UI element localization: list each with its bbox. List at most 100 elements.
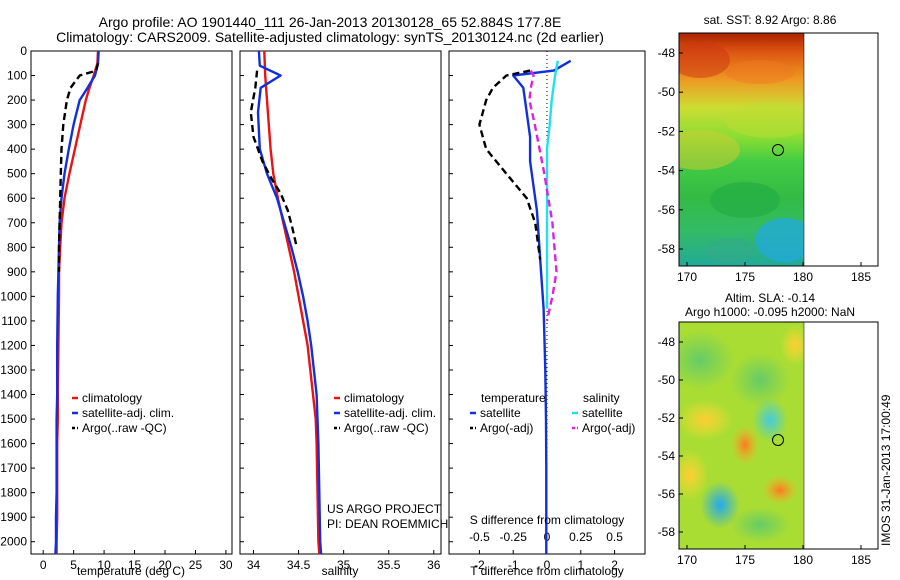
temperature-xlabel: temperature (deg C)	[77, 564, 185, 578]
depth-tick-label: 700	[7, 216, 27, 230]
s-difference-tick-label: -0.5	[469, 530, 490, 544]
latitude-tick-label: -52	[658, 411, 676, 425]
difference-temperature-legend-label: satellite	[480, 406, 521, 420]
salinity-tick-label: 36	[427, 558, 441, 572]
depth-tick-label: 1300	[0, 363, 27, 377]
temperature-tick-label: 10	[97, 558, 111, 572]
difference-legend: temperature salinitysatelliteArgo(-adj)sa…	[470, 391, 635, 435]
longitude-tick-label: 170	[677, 553, 697, 567]
depth-tick-label: 2000	[0, 535, 27, 549]
latitude-tick-label: -56	[658, 487, 676, 501]
sst-map-image	[679, 33, 804, 266]
argo-temperature-line	[57, 63, 100, 272]
depth-tick-label: 1400	[0, 388, 27, 402]
depth-tick-label: 200	[7, 93, 27, 107]
temperature-tick-label: 15	[128, 558, 142, 572]
t-difference-argo-line	[478, 69, 542, 260]
salinity-axes-frame	[239, 50, 442, 555]
depth-tick-label: 400	[7, 142, 27, 156]
sla-map-frame	[678, 321, 879, 550]
sla-map-title-line2: Argo h1000: -0.095 h2000: NaN	[685, 305, 855, 319]
satellite-salinity-line	[256, 50, 323, 555]
latitude-tick-label: -50	[658, 373, 676, 387]
longitude-tick-label: 175	[735, 270, 755, 284]
t-difference-tick-label: 2	[611, 558, 618, 572]
depth-tick-label: 100	[7, 69, 27, 83]
temperature-x-axis: 0 5 10 15 20 25 30	[40, 550, 233, 572]
salinity-legend-label: climatology	[344, 391, 404, 405]
longitude-tick-label: 170	[677, 270, 697, 284]
salinity-series	[249, 50, 323, 555]
longitude-tick-label: 185	[851, 553, 871, 567]
s-difference-argo-line	[528, 70, 558, 322]
longitude-tick-label: 185	[851, 270, 871, 284]
depth-tick-label: 500	[7, 167, 27, 181]
salinity-legend-label: Argo(..raw -QC)	[344, 421, 429, 435]
difference-temperature-legend-label: Argo(-adj)	[480, 421, 533, 435]
difference-salinity-legend-label: Argo(-adj)	[582, 421, 635, 435]
t-difference-tick-label: 1	[577, 558, 584, 572]
salinity-tick-label: 34	[247, 558, 261, 572]
argo-position-marker-sla	[772, 434, 784, 446]
temperature-tick-label: 30	[219, 558, 233, 572]
temperature-legend-label: Argo(..raw -QC)	[82, 421, 167, 435]
salinity-tick-label: 35.5	[377, 558, 401, 572]
difference-salinity-legend-label: satellite	[582, 406, 623, 420]
longitude-tick-label: 175	[735, 553, 755, 567]
salinity-tick-label: 35	[337, 558, 351, 572]
sst-map-lon-axis: 170 175 180 185	[677, 262, 871, 284]
latitude-tick-label: -58	[658, 242, 676, 256]
figure-title-line1: Argo profile: AO 1901440_111 26-Jan-2013…	[98, 14, 562, 30]
temperature-tick-label: 5	[70, 558, 77, 572]
sla-map-image	[679, 322, 804, 549]
s-difference-satellite-line	[545, 60, 559, 309]
temperature-legend-label: climatology	[82, 391, 142, 405]
sla-map-lon-axis: 170 175 180 185	[677, 545, 871, 567]
latitude-tick-label: -54	[658, 449, 676, 463]
latitude-tick-label: -50	[658, 85, 676, 99]
latitude-tick-label: -48	[658, 335, 676, 349]
sla-map-title-line1: Altim. SLA: -0.14	[725, 291, 815, 305]
salinity-legend-label: satellite-adj. clim.	[344, 406, 436, 420]
depth-tick-label: 900	[7, 265, 27, 279]
t-difference-tick-label: 0	[544, 558, 551, 572]
difference-x-axis: -2 -1 0 1 2-0.5 -0.25 0 0.25 0.5	[449, 50, 623, 572]
sla-map-lat-axis: -48 -50 -52 -54 -56 -58	[658, 335, 683, 539]
salinity-x-axis: 34 34.5 35 35.5 36	[240, 50, 441, 572]
difference-panel: -2 -1 0 1 2-0.5 -0.25 0 0.25 0.5 temperature sali…	[448, 50, 646, 578]
temperature-series	[54, 50, 100, 555]
salinity-xlabel: salinity	[322, 564, 359, 578]
sst-map-title: sat. SST: 8.92 Argo: 8.86	[704, 13, 837, 27]
difference-series	[478, 59, 572, 554]
latitude-tick-label: -48	[658, 46, 676, 60]
temperature-legend-label: satellite-adj. clim.	[82, 406, 174, 420]
project-annotation: US ARGO PROJECT	[327, 502, 442, 516]
climatology-salinity-line	[263, 50, 321, 555]
depth-axis: 0 100 200 300 400 500 600 700 800 900 1000 1100 1200…	[0, 44, 35, 549]
salinity-tick-label: 34.5	[287, 558, 311, 572]
salinity-panel: 34 34.5 35 35.5 36 climatologysatellite-adj.…	[239, 50, 448, 578]
temperature-tick-label: 0	[40, 558, 47, 572]
depth-tick-label: 1500	[0, 412, 27, 426]
depth-tick-label: 300	[7, 118, 27, 132]
depth-tick-label: 1800	[0, 486, 27, 500]
s-difference-tick-label: 0.5	[606, 530, 623, 544]
latitude-tick-label: -56	[658, 203, 676, 217]
sst-map-frame	[678, 32, 879, 267]
temperature-tick-label: 25	[189, 558, 203, 572]
depth-tick-label: 1600	[0, 437, 27, 451]
temperature-tick-label: 20	[158, 558, 172, 572]
latitude-tick-label: -58	[658, 525, 676, 539]
imos-timestamp-label: IMOS 31-Jan-2013 17:00:49	[879, 394, 893, 546]
t-difference-xlabel: T difference from climatology	[470, 564, 624, 578]
pi-annotation: PI: DEAN ROEMMICH	[327, 517, 448, 531]
depth-tick-label: 1000	[0, 289, 27, 303]
depth-tick-label: 1100	[1, 314, 27, 328]
latitude-tick-label: -52	[658, 124, 676, 138]
temperature-axes-frame	[30, 50, 233, 555]
figure-title-line2: Climatology: CARS2009. Satellite-adjuste…	[56, 29, 604, 45]
s-difference-xlabel: S difference from climatology	[470, 513, 625, 527]
